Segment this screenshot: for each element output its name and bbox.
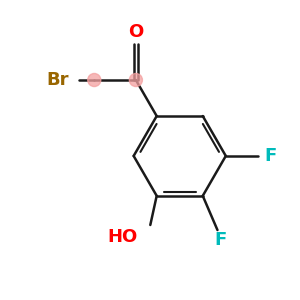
Text: O: O bbox=[128, 23, 143, 41]
Circle shape bbox=[129, 74, 142, 86]
Text: F: F bbox=[214, 231, 226, 249]
Circle shape bbox=[88, 74, 101, 86]
Text: Br: Br bbox=[46, 71, 69, 89]
Text: F: F bbox=[264, 147, 276, 165]
Text: HO: HO bbox=[107, 228, 137, 246]
